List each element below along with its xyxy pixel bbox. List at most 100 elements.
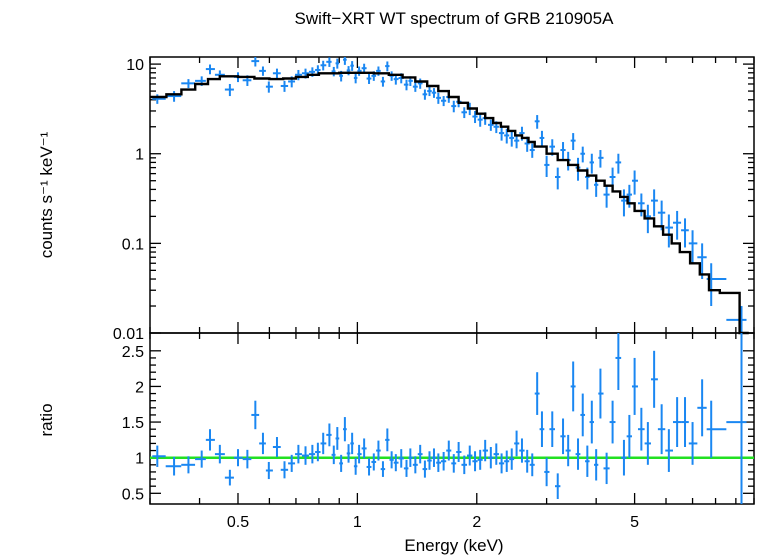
- ratio-data-point: [615, 333, 622, 390]
- ratio-data-point: [440, 451, 447, 471]
- ratio-data-point: [412, 456, 418, 474]
- ratio-data-point: [504, 450, 510, 472]
- spectrum-data-point: [320, 60, 327, 71]
- ratio-data-point: [482, 439, 489, 462]
- ratio-data-point: [326, 423, 332, 447]
- x-tick-label: 2: [472, 514, 481, 531]
- ratio-data-point: [626, 414, 632, 458]
- ratio-data-point: [706, 400, 727, 458]
- ratio-data-point: [726, 333, 747, 504]
- ratio-data-point: [422, 460, 428, 478]
- spectrum-data-point: [259, 66, 266, 76]
- spectrum-data-point: [665, 214, 673, 248]
- x-tick-label: 0.5: [227, 514, 249, 531]
- ratio-data-point: [403, 459, 409, 477]
- spectrum-data-point: [412, 82, 418, 92]
- ratio-y-tick-label: 1.5: [122, 415, 144, 432]
- spectrum-data-point: [631, 170, 638, 195]
- spectrum-data-point: [431, 88, 437, 98]
- ratio-data-points: [152, 333, 747, 504]
- ratio-data-point: [524, 449, 530, 473]
- top-data-points: [152, 57, 747, 333]
- ratio-data-point: [165, 456, 182, 476]
- ratio-data-point: [389, 451, 394, 469]
- spectrum-data-point: [672, 210, 682, 240]
- spectrum-data-point: [726, 306, 747, 333]
- x-tick-labels: 0.5 1 2 5: [227, 514, 639, 531]
- ratio-data-point: [637, 407, 645, 451]
- x-axis-label: Energy (keV): [404, 536, 503, 555]
- ratio-data-point: [519, 438, 525, 463]
- ratio-data-point: [417, 444, 423, 464]
- ratio-data-point: [353, 457, 358, 475]
- ratio-data-point: [603, 452, 610, 485]
- spectrum-data-point: [403, 79, 409, 91]
- top-panel: 10 1 0.1 0.01 counts s⁻¹ keV⁻¹: [37, 56, 755, 343]
- spectrum-data-point: [580, 146, 586, 163]
- spectrum-data-point: [472, 110, 478, 124]
- spectrum-data-point: [697, 243, 707, 280]
- ratio-data-point: [589, 400, 594, 444]
- spectrum-data-point: [343, 57, 347, 65]
- ratio-y-tick-label: 1: [135, 451, 144, 468]
- ratio-data-point: [451, 454, 457, 473]
- spectrum-data-point: [385, 61, 390, 72]
- ratio-data-point: [472, 451, 478, 472]
- ratio-data-point: [688, 422, 698, 465]
- ratio-data-point: [265, 461, 273, 480]
- ratio-data-point: [456, 442, 462, 462]
- spectrum-data-point: [353, 73, 358, 84]
- spectrum-data-point: [436, 92, 441, 104]
- ratio-data-point: [181, 456, 196, 474]
- ratio-data-point: [152, 445, 166, 467]
- ratio-data-point: [380, 461, 386, 477]
- ratio-data-point: [565, 434, 571, 467]
- spectrum-data-point: [524, 136, 530, 152]
- bottom-y-axis-label: ratio: [37, 403, 56, 436]
- ratio-data-point: [320, 432, 327, 455]
- ratio-data-point: [570, 361, 576, 412]
- chart-title: Swift−XRT WT spectrum of GRB 210905A: [295, 9, 615, 28]
- ratio-data-point: [598, 368, 604, 419]
- ratio-data-point: [385, 428, 390, 452]
- spectrum-data-point: [389, 71, 394, 81]
- ratio-data-point: [288, 454, 296, 472]
- ratio-y-tick-label: 0.5: [122, 486, 144, 503]
- spectrum-data-point: [615, 153, 622, 174]
- spectrum-data-point: [589, 153, 594, 174]
- spectrum-data-point: [554, 167, 561, 190]
- ratio-data-point: [514, 430, 520, 457]
- spectrum-data-point: [272, 68, 281, 79]
- ratio-data-point: [280, 461, 289, 479]
- ratio-data-point: [650, 350, 658, 408]
- spectrum-data-point: [637, 193, 645, 217]
- ratio-data-point: [393, 454, 399, 472]
- spectrum-data-point: [461, 107, 468, 119]
- bottom-panel: 2.5 2 1.5 1 0.5 ratio: [37, 332, 755, 505]
- spectrum-data-point: [331, 66, 336, 77]
- spectrum-data-point: [598, 150, 604, 168]
- bottom-plot-frame: [149, 332, 755, 505]
- ratio-data-point: [315, 442, 321, 462]
- spectrum-data-point: [440, 96, 447, 107]
- spectrum-data-point: [477, 113, 483, 127]
- spectrum-data-point: [650, 189, 658, 217]
- ratio-data-point: [205, 429, 215, 451]
- spectrum-data-point: [422, 89, 428, 100]
- ratio-data-point: [427, 451, 432, 470]
- ratio-data-point: [461, 455, 468, 475]
- spectrum-data-point: [366, 73, 372, 84]
- ratio-data-point: [488, 447, 494, 469]
- spectrum-data-point: [427, 86, 432, 97]
- ratio-data-point: [272, 437, 281, 457]
- ratio-data-point: [644, 422, 651, 465]
- ratio-data-point: [366, 458, 372, 476]
- ratio-y-tick-label: 2: [135, 379, 144, 396]
- spectrum-data-point: [451, 100, 457, 113]
- ratio-data-point: [631, 357, 638, 415]
- ratio-data-point: [657, 404, 666, 455]
- ratio-data-point: [301, 446, 309, 465]
- ratio-data-point: [376, 440, 381, 461]
- spectrum-data-point: [335, 58, 340, 69]
- ratio-data-point: [477, 449, 483, 470]
